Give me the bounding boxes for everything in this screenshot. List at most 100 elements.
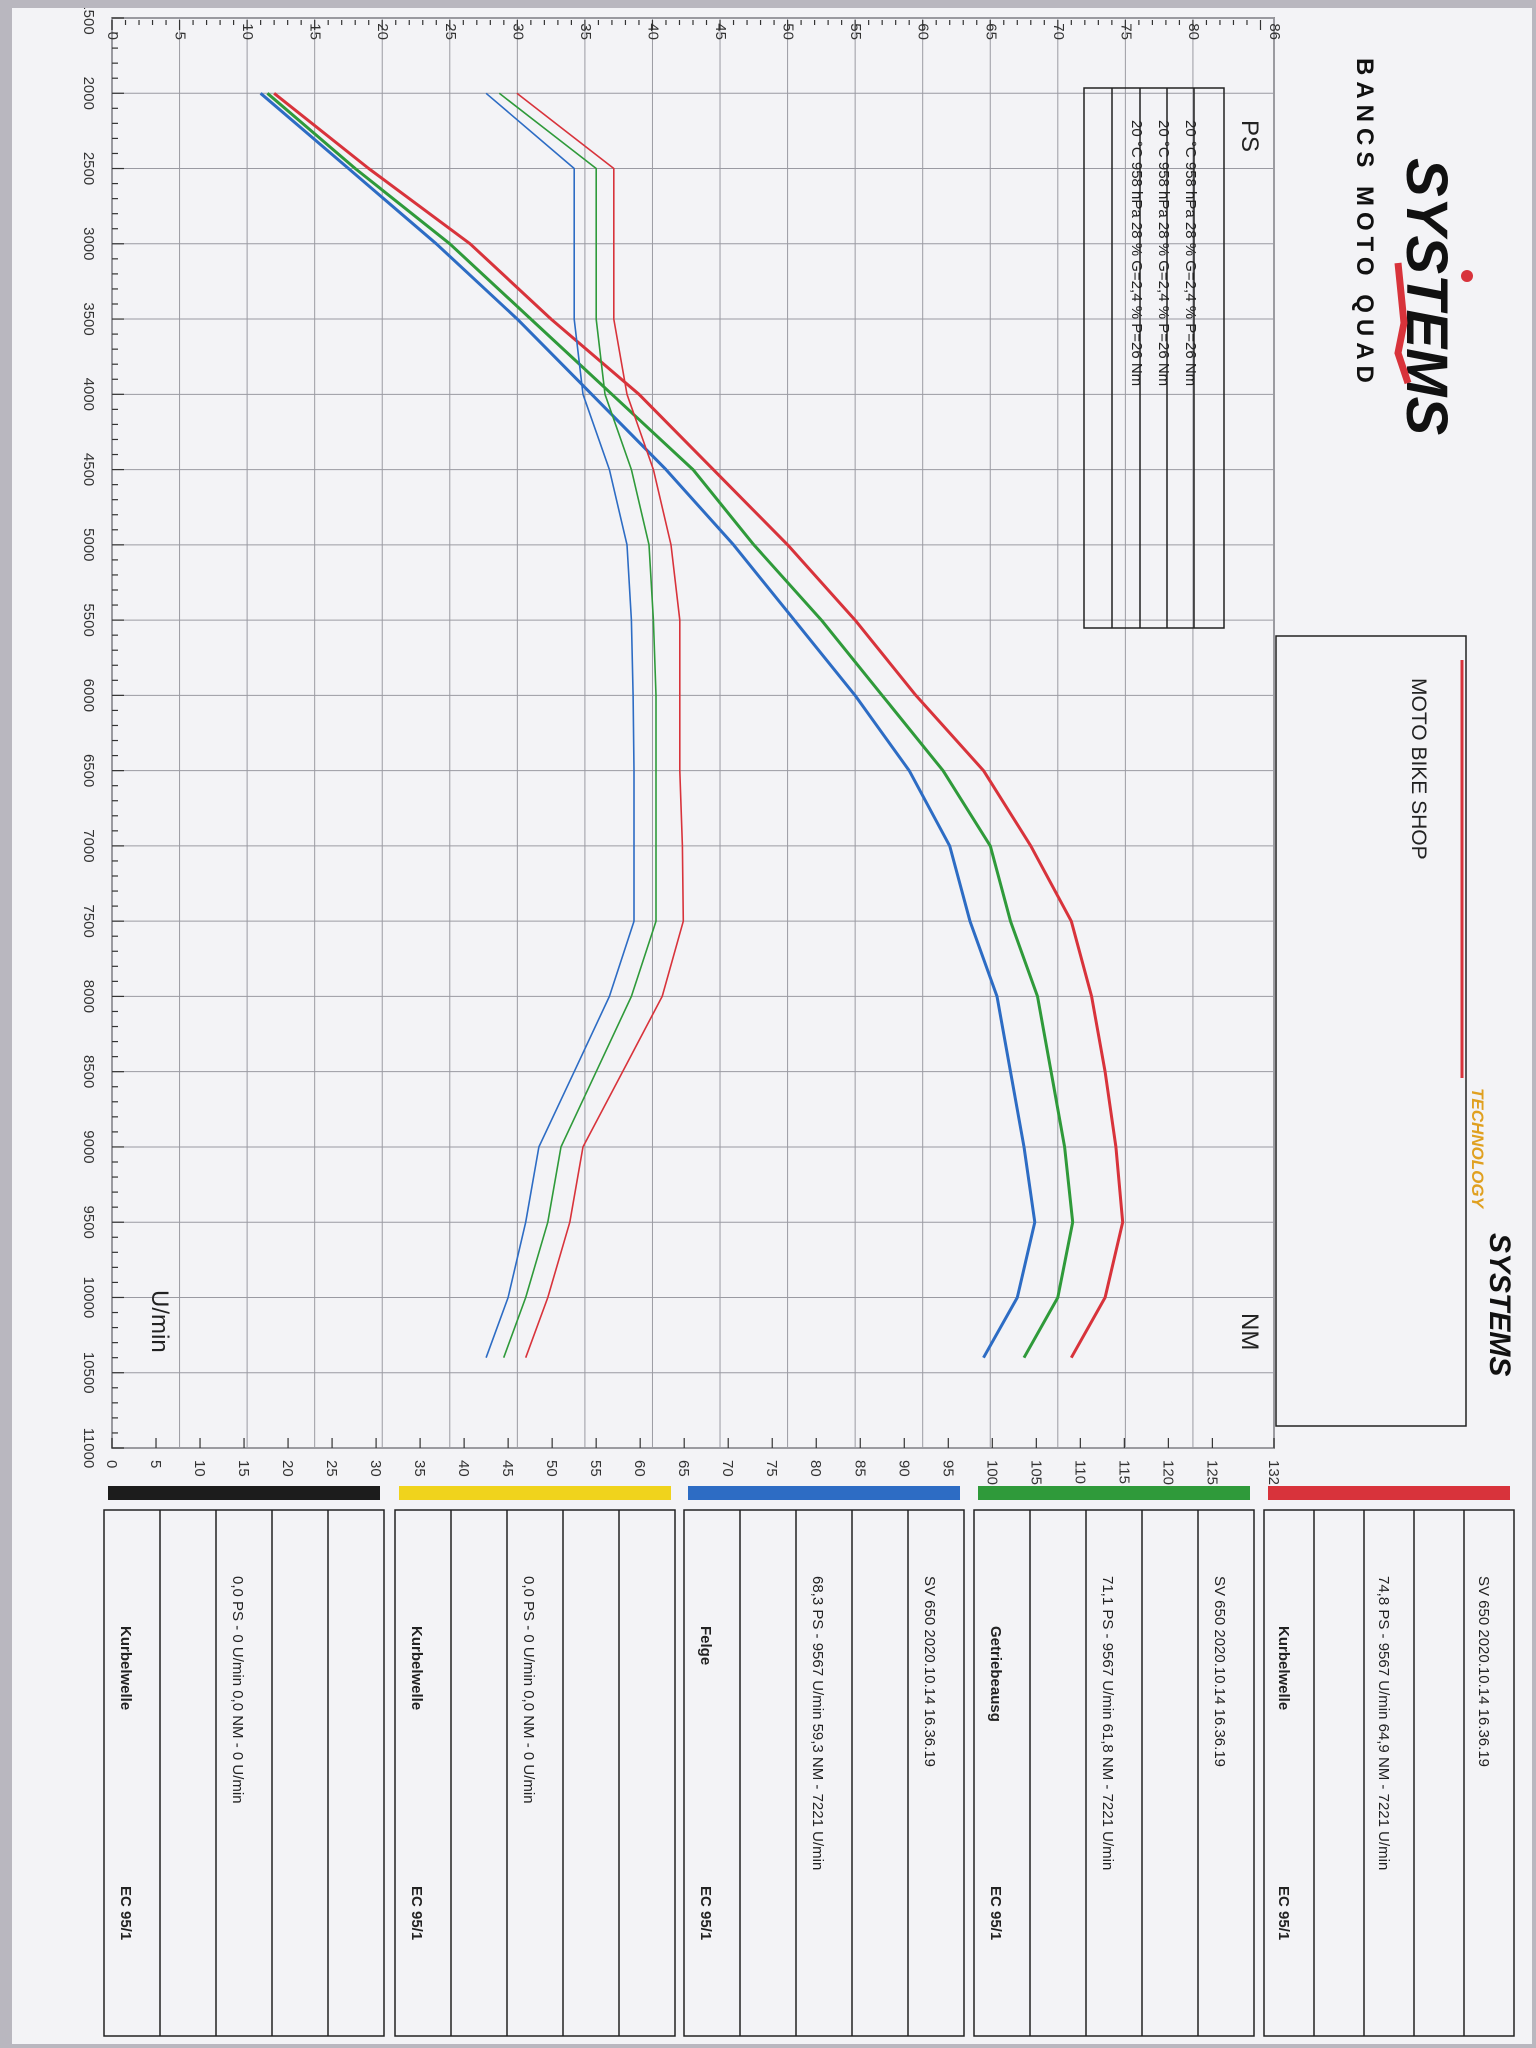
power-tick-label: 45 [712,23,729,40]
rpm-tick-label: 1500 [80,8,97,35]
run-panel-frame [683,1509,965,2037]
rpm-tick-label: 10000 [80,1277,97,1319]
rpm-tick-label: 6000 [80,679,97,712]
conditions-table: 20 °C 958 hPa 28 % G=2,4 % P=26 Nm 20 °C… [1083,87,1225,629]
power-tick-label: 35 [577,23,594,40]
rpm-tick-label: 4500 [80,453,97,486]
torque-tick-label: 50 [543,1460,560,1477]
run-panel: 0,0 PS - 0 U/min 0,0 NM - 0 U/min Kurbelw… [394,1486,676,2037]
torque-tick-label: 15 [235,1460,252,1477]
power-curve-kurbelwelle [273,92,1125,1359]
rpm-tick-label: 9000 [80,1130,97,1163]
run-standard: EC 95/1 [117,1886,134,1940]
torque-tick-label: 95 [939,1460,956,1477]
rpm-axis: 1500 2000 2500 3000 3500 4000 4500 5000 5500 6000… [80,8,124,1468]
power-tick-label: 40 [644,23,661,40]
tech-logo-wordmark: SYSTEMS [1483,1233,1516,1376]
power-axis-label: PS [1236,120,1263,152]
conditions-row: 20 °C 958 hPa 28 % G=2,4 % P=26 Nm [1182,120,1199,386]
rpm-tick-label: 8000 [80,980,97,1013]
run-measure: Felge [697,1626,714,1665]
rpm-tick-label: 4000 [80,378,97,411]
torque-tick-label: 10 [191,1460,208,1477]
run-result: 71,1 PS - 9567 U/min 61,8 NM - 7221 U/mi… [1099,1576,1116,1870]
run-color-bar [688,1486,960,1500]
power-tick-label: 5 [172,32,189,40]
run-title: SV 650 2020.10.14 16.36.19 [921,1576,938,1767]
power-tick-label: 80 [1185,23,1202,40]
run-result: 68,3 PS - 9567 U/min 59,3 NM - 7221 U/mi… [809,1576,826,1870]
chart-grid [111,17,1275,1449]
torque-tick-label: 65 [675,1460,692,1477]
torque-axis-label: NM [1236,1313,1263,1350]
rpm-tick-label: 9500 [80,1206,97,1239]
torque-tick-label: 125 [1203,1460,1220,1485]
rpm-tick-label: 2000 [80,77,97,110]
run-legend: SV 650 2020.10.14 16.36.19 74,8 PS - 9567… [103,1486,1515,2037]
rpm-tick-label: 2500 [80,152,97,185]
power-tick-label: 20 [374,23,391,40]
rpm-tick-label: 7500 [80,904,97,937]
run-panel: SV 650 2020.10.14 16.36.19 74,8 PS - 9567… [1263,1486,1515,2037]
torque-tick-label: 85 [851,1460,868,1477]
torque-curve-kurbelwelle [516,92,685,1358]
dyno-sheet: 0 5 10 15 20 25 30 35 40 45 50 55 60 65 70 75 80 86 1500 2… [12,8,1532,2044]
tech-logo: TECHNOLOGY SYSTEMS [1460,660,1516,1376]
run-color-bar [108,1486,380,1500]
power-tick-label: 70 [1050,23,1067,40]
run-standard: EC 95/1 [1275,1886,1292,1940]
power-tick-label: 25 [442,23,459,40]
rpm-tick-label: 7000 [80,829,97,862]
run-panel: 0,0 PS - 0 U/min 0,0 NM - 0 U/min Kurbelw… [103,1486,385,2037]
run-measure: Getriebeausg [987,1626,1004,1722]
power-axis: 0 5 10 15 20 25 30 35 40 45 50 55 60 65 70 75 80 86 [104,20,1283,40]
power-tick-label: 75 [1117,23,1134,40]
torque-tick-label: 90 [895,1460,912,1477]
torque-tick-label: 45 [499,1460,516,1477]
run-panel-frame [1263,1509,1515,2037]
conditions-row: 20 °C 958 hPa 28 % G=2,4 % P=26 Nm [1128,120,1145,386]
torque-tick-label: 110 [1071,1460,1088,1484]
run-panel-frame [973,1509,1255,2037]
power-curve-getriebeausg [266,92,1075,1359]
torque-tick-label: 80 [807,1460,824,1477]
rpm-tick-label: 11000 [80,1428,97,1469]
torque-tick-label: 35 [411,1460,428,1477]
run-measure: Kurbelwelle [408,1626,425,1710]
run-panel: SV 650 2020.10.14 16.36.19 71,1 PS - 9567… [973,1486,1255,2037]
torque-curve-felge [485,92,635,1358]
power-tick-label: 55 [847,23,864,40]
torque-tick-label: 100 [983,1460,1000,1485]
shop-name: MOTO BIKE SHOP [1407,678,1430,860]
run-measure: Kurbelwelle [117,1626,134,1710]
torque-tick-label: 40 [455,1460,472,1477]
torque-tick-label: 70 [719,1460,736,1477]
rpm-tick-label: 3000 [80,227,97,260]
run-title: SV 650 2020.10.14 16.36.19 [1475,1576,1492,1767]
torque-tick-label: 20 [279,1460,296,1477]
power-tick-label: 15 [307,23,324,40]
torque-axis: 0 5 10 15 20 25 30 35 40 45 50 55 60 65 70 75 80 85 90 95 10… [103,1438,1282,1485]
torque-tick-label: 55 [587,1460,604,1477]
torque-tick-label: 5 [147,1460,164,1468]
power-tick-label: 50 [780,23,797,40]
run-measure: Kurbelwelle [1275,1626,1292,1710]
rpm-tick-label: 8500 [80,1055,97,1088]
torque-tick-label: 132 [1265,1460,1282,1485]
rpm-tick-label: 3500 [80,302,97,335]
logo-dot-icon [1461,270,1473,282]
run-standard: EC 95/1 [408,1886,425,1940]
power-tick-label: 10 [239,23,256,40]
chart-curves [259,92,1125,1359]
torque-curve-getriebeausg [498,92,657,1358]
run-panel-frame [394,1509,676,2037]
logo-swoosh-icon [1394,262,1412,385]
run-result: 0,0 PS - 0 U/min 0,0 NM - 0 U/min [229,1576,246,1804]
technology-label: TECHNOLOGY [1468,1088,1487,1210]
run-panel: SV 650 2020.10.14 16.36.19 68,3 PS - 9567… [683,1486,965,2037]
torque-tick-label: 75 [763,1460,780,1477]
power-tick-label: 0 [104,32,121,40]
torque-tick-label: 0 [103,1460,120,1468]
torque-tick-label: 30 [367,1460,384,1477]
shop-box: MOTO BIKE SHOP [1275,635,1467,1427]
